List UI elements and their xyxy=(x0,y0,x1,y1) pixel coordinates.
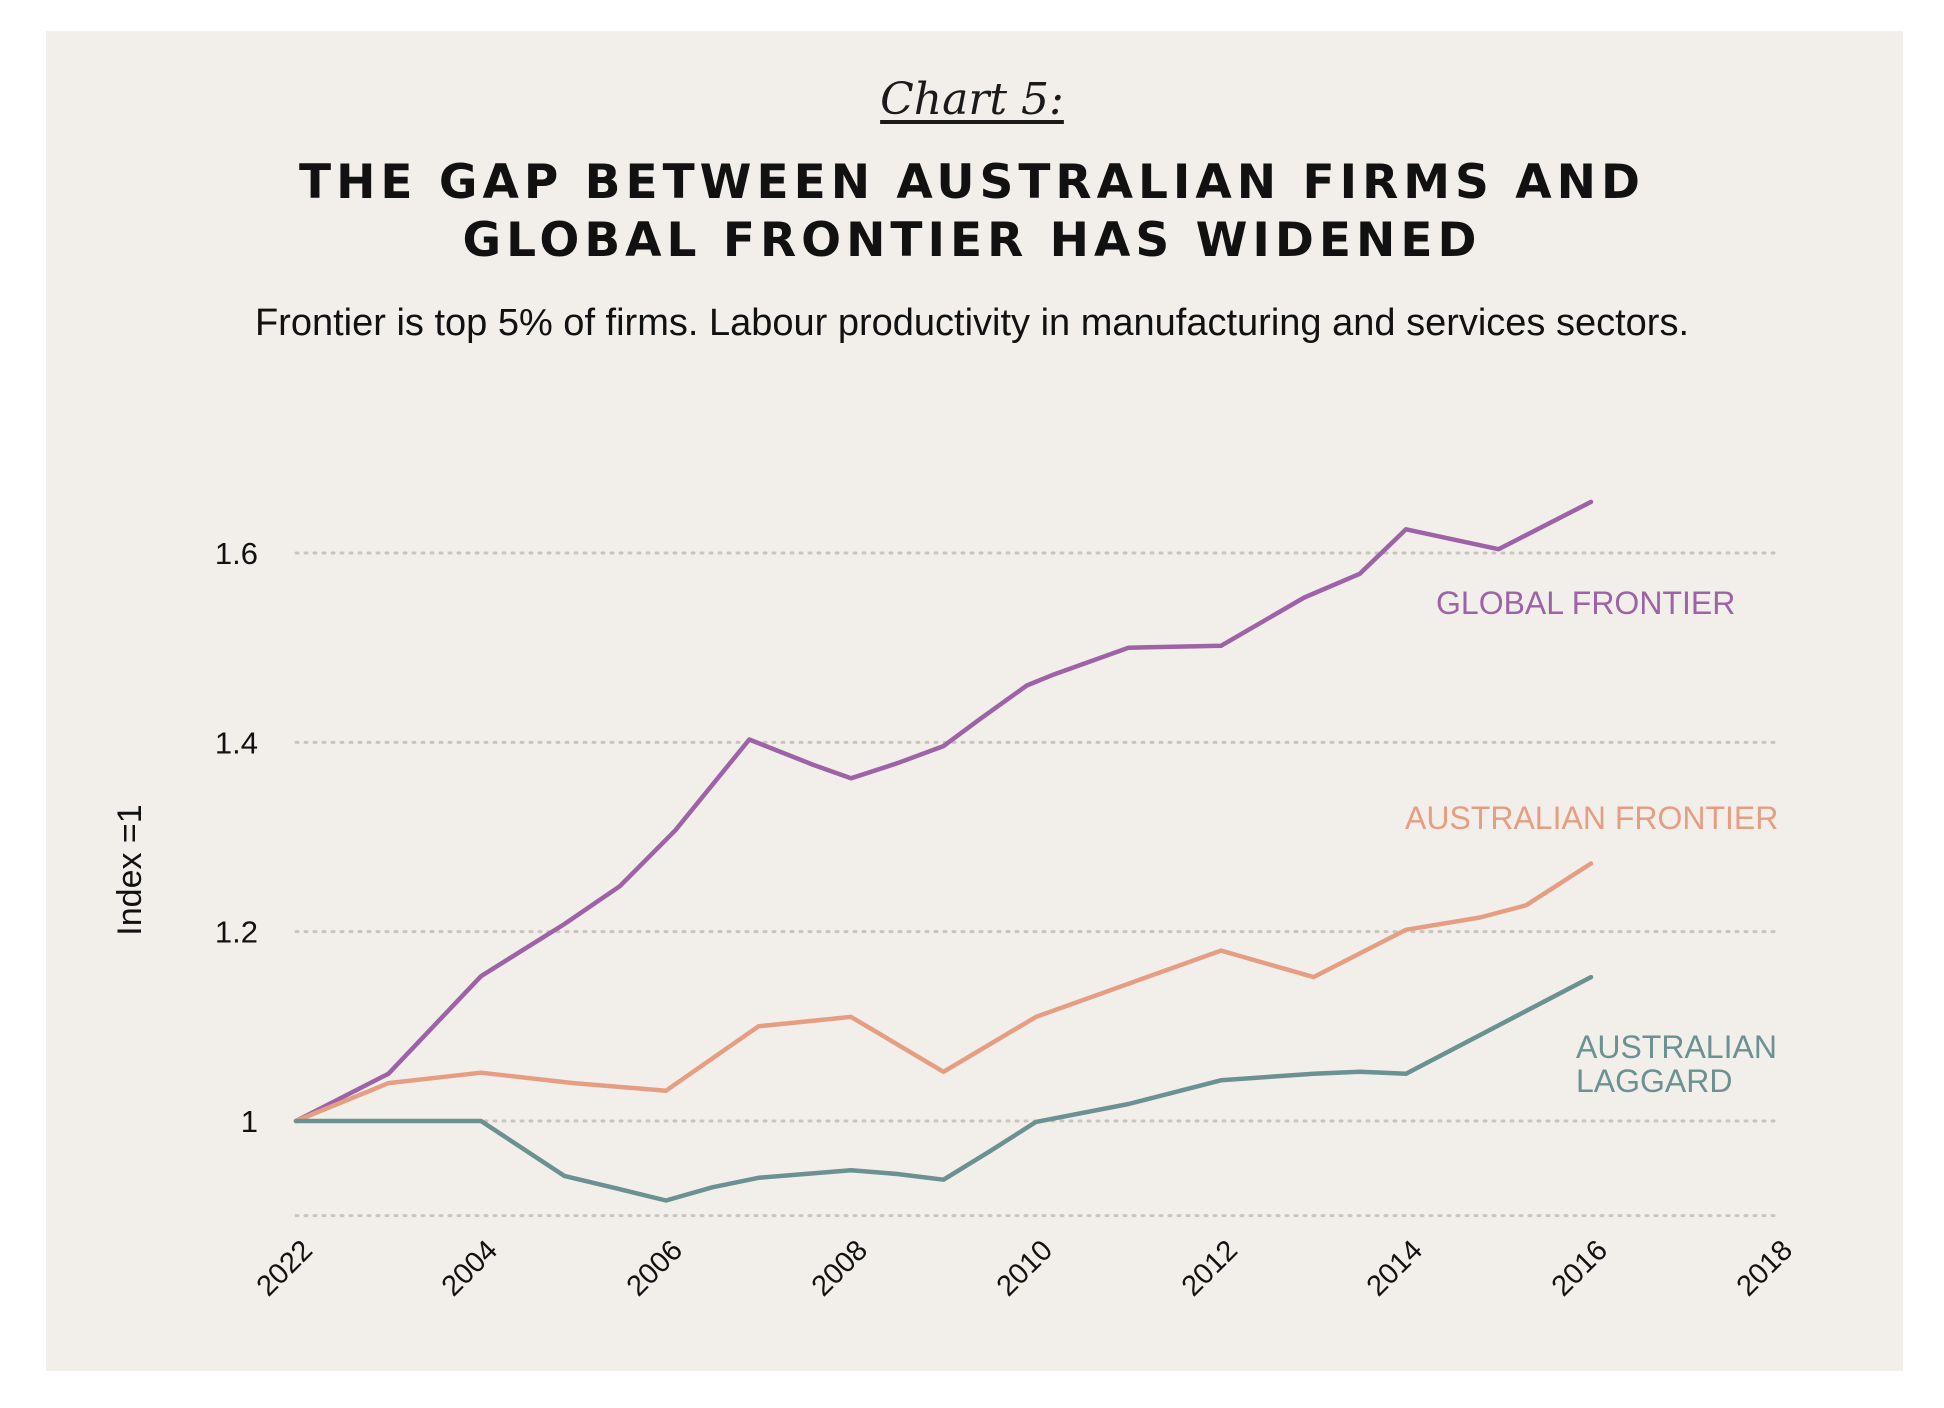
y-tick-label: 1 xyxy=(241,1104,258,1139)
y-tick-label: 1.6 xyxy=(215,536,258,571)
series-line-australian-laggard xyxy=(293,974,1594,1203)
x-axis-tick-labels: 2022 2004 2006 2008 2010 2012 2014 2016 2018 xyxy=(251,1234,1799,1302)
x-tick-label: 2022 xyxy=(251,1234,319,1302)
chart-title-line-2: GLOBAL FRONTIER HAS WIDENED xyxy=(462,213,1482,268)
series-line-global-frontier xyxy=(293,499,1594,1124)
x-tick-label: 2014 xyxy=(1361,1234,1429,1302)
x-tick-label: 2012 xyxy=(1176,1234,1244,1302)
series-label-global-frontier: GLOBAL FRONTIER xyxy=(1436,585,1735,621)
series-label-australian-laggard-line-1: AUSTRALIAN xyxy=(1576,1029,1777,1065)
x-tick-label: 2016 xyxy=(1546,1234,1614,1302)
x-tick-label: 2004 xyxy=(436,1234,504,1302)
series-line-australian-frontier xyxy=(293,861,1594,1124)
chart-number-heading: Chart 5: xyxy=(880,74,1064,125)
x-tick-label: 2010 xyxy=(991,1234,1059,1302)
chart-subtitle: Frontier is top 5% of firms. Labour prod… xyxy=(254,302,1690,344)
y-tick-label: 1.2 xyxy=(215,915,258,950)
series-lines xyxy=(293,499,1594,1203)
series-label-australian-laggard-line-2: LAGGARD xyxy=(1576,1063,1732,1099)
chart-title: THE GAP BETWEEN AUSTRALIAN FIRMS AND GLO… xyxy=(0,154,1944,270)
x-tick-label: 2018 xyxy=(1731,1234,1799,1302)
y-axis-label: Index =1 xyxy=(111,804,149,935)
x-tick-label: 2006 xyxy=(621,1234,689,1302)
chart-panel xyxy=(46,31,1903,1371)
y-tick-label: 1.4 xyxy=(215,725,258,760)
series-label-australian-frontier: AUSTRALIAN FRONTIER xyxy=(1405,800,1778,836)
gridlines xyxy=(294,551,1778,1218)
x-tick-label: 2008 xyxy=(806,1234,874,1302)
chart-title-line-1: THE GAP BETWEEN AUSTRALIAN FIRMS AND xyxy=(299,155,1645,210)
y-axis-tick-labels: 1 1.2 1.4 1.6 xyxy=(215,536,258,1139)
